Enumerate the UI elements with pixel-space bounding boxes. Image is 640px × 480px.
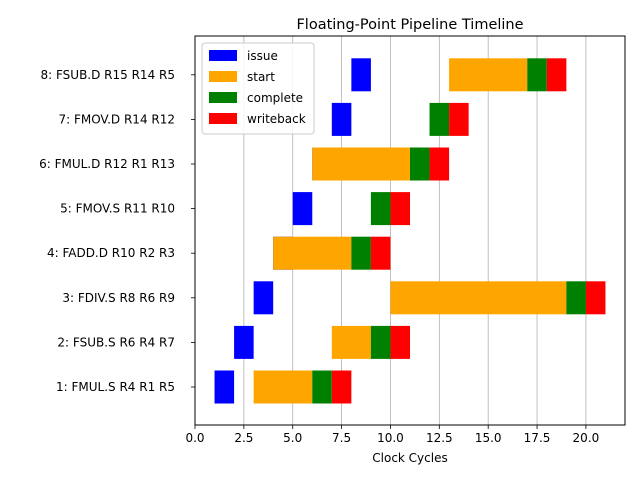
legend-swatch — [209, 50, 237, 61]
y-tick-label: 4: FADD.D R10 R2 R3 — [47, 246, 175, 260]
writeback-segment — [585, 281, 606, 315]
x-tick-label: 15.0 — [475, 431, 502, 445]
legend-swatch — [209, 113, 237, 124]
x-tick-label: 10.0 — [377, 431, 404, 445]
legend: issue start complete writeback — [201, 42, 315, 135]
complete-segment — [429, 102, 450, 136]
issue-segment — [253, 281, 274, 315]
writeback-segment — [390, 325, 410, 359]
issue-segment — [214, 370, 235, 404]
legend-swatch — [209, 92, 237, 103]
start-segment — [331, 325, 371, 359]
y-tick-label: 2: FSUB.S R6 R4 R7 — [57, 335, 175, 349]
x-tick-label: 2.5 — [234, 431, 253, 445]
start-segment — [449, 58, 528, 92]
start-segment — [253, 370, 313, 404]
legend-label: writeback — [247, 112, 306, 126]
complete-segment — [410, 147, 430, 181]
y-tick-label: 6: FMUL.D R12 R1 R13 — [39, 157, 175, 171]
legend-box — [201, 42, 315, 135]
complete-segment — [351, 236, 371, 270]
plot-frame — [194, 35, 626, 426]
x-axis-label: Clock Cycles — [372, 451, 447, 465]
y-tick-label: 8: FSUB.D R15 R14 R5 — [40, 68, 175, 82]
start-segment — [312, 147, 410, 181]
y-tick-label: 7: FMOV.D R14 R12 — [58, 112, 175, 126]
bar-segments — [214, 58, 606, 404]
start-segment — [273, 236, 352, 270]
writeback-segment — [449, 102, 469, 136]
complete-segment — [370, 325, 391, 359]
complete-segment — [312, 370, 332, 404]
issue-segment — [234, 325, 254, 359]
complete-segment — [566, 281, 586, 315]
x-tick-label: 20.0 — [573, 431, 600, 445]
writeback-segment — [429, 147, 450, 181]
y-tick-label: 3: FDIV.S R8 R6 R9 — [62, 291, 175, 305]
legend-swatch — [209, 71, 237, 82]
chart-title: Floating-Point Pipeline Timeline — [296, 17, 523, 33]
issue-segment — [292, 192, 313, 226]
x-tick-label: 0.0 — [185, 431, 204, 445]
legend-label: start — [247, 70, 275, 84]
complete-segment — [527, 58, 547, 92]
x-tick-label: 12.5 — [426, 431, 453, 445]
x-tick-label: 17.5 — [524, 431, 551, 445]
legend-label: issue — [247, 49, 278, 63]
y-axis: 1: FMUL.S R4 R1 R5 2: FSUB.S R6 R4 R7 3: F… — [39, 68, 195, 394]
y-tick-label: 5: FMOV.S R11 R10 — [60, 202, 175, 216]
x-axis: 0.0 2.5 5.0 7.5 10.0 12.5 15.0 17.5 20.0 — [185, 425, 599, 445]
y-tick-label: 1: FMUL.S R4 R1 R5 — [56, 380, 175, 394]
x-tick-label: 5.0 — [283, 431, 302, 445]
writeback-segment — [390, 192, 410, 226]
x-tick-label: 7.5 — [332, 431, 351, 445]
complete-segment — [370, 192, 391, 226]
writeback-segment — [546, 58, 567, 92]
legend-label: complete — [247, 91, 303, 105]
writeback-segment — [370, 236, 391, 270]
issue-segment — [331, 102, 352, 136]
start-segment — [390, 281, 567, 315]
issue-segment — [351, 58, 371, 92]
writeback-segment — [331, 370, 352, 404]
